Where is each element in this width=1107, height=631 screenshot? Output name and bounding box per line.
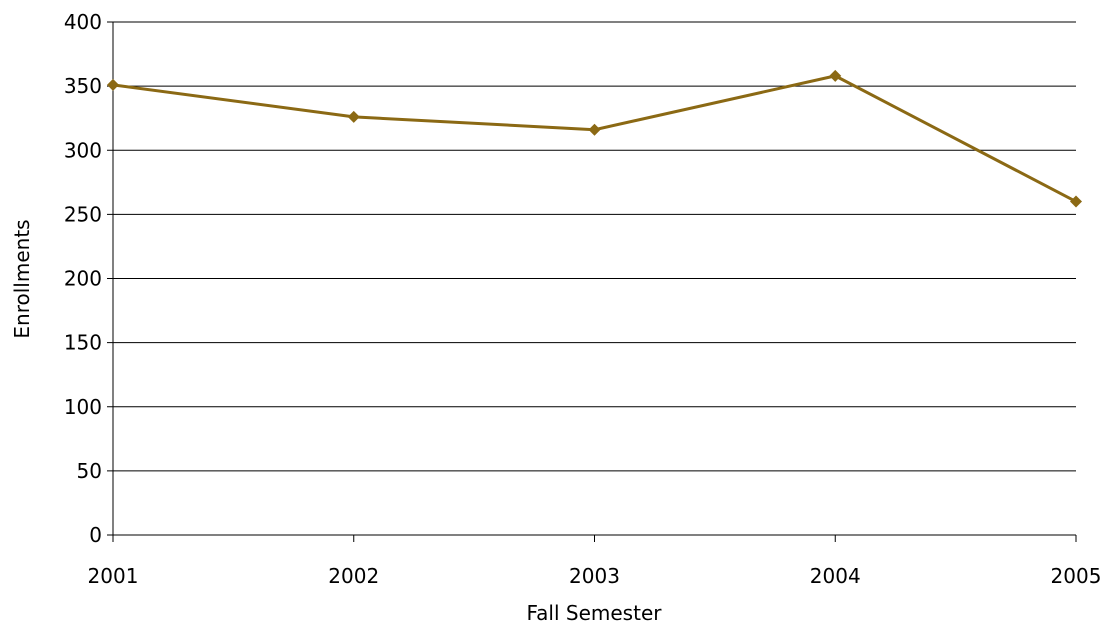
data-point-2004 — [829, 69, 842, 82]
x-axis-title: Fall Semester — [527, 601, 663, 625]
x-tick-label: 2004 — [810, 564, 861, 588]
y-axis-title: Enrollments — [10, 219, 34, 338]
axes — [107, 21, 1077, 542]
data-point-2001 — [107, 78, 119, 91]
y-tick-label: 50 — [77, 459, 102, 483]
gridlines — [113, 21, 1076, 472]
data-point-2005 — [1070, 195, 1082, 208]
y-tick-label: 350 — [64, 74, 102, 98]
x-tick-label: 2001 — [88, 564, 139, 588]
y-tick-label: 0 — [89, 523, 102, 547]
x-tick-label: 2005 — [1051, 564, 1102, 588]
y-tick-label: 400 — [64, 10, 102, 34]
y-tick-label: 100 — [64, 395, 102, 419]
data-point-2002 — [347, 110, 360, 123]
data-point-2003 — [588, 123, 601, 136]
y-tick-label: 200 — [64, 267, 102, 291]
y-tick-labels: 0 50 100 150 200 250 300 350 400 — [64, 10, 102, 547]
y-tick-label: 150 — [64, 331, 102, 355]
series — [107, 69, 1082, 208]
y-tick-label: 300 — [64, 138, 102, 162]
x-tick-label: 2002 — [328, 564, 379, 588]
x-tick-labels: 2001 2002 2003 2004 2005 — [88, 564, 1102, 588]
y-tick-label: 250 — [64, 202, 102, 226]
series-line — [112, 74, 1077, 203]
x-tick-label: 2003 — [569, 564, 620, 588]
